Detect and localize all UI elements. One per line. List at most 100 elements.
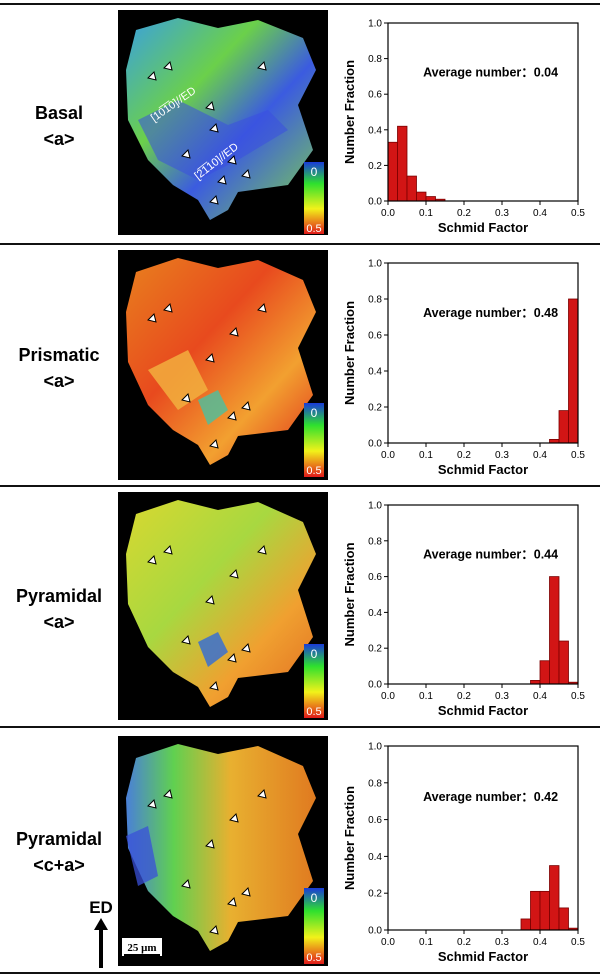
plot-frame — [387, 262, 579, 444]
row-divider — [0, 726, 600, 728]
y-tick-label: 0.6 — [368, 815, 382, 826]
y-tick-label: 0.6 — [368, 572, 382, 583]
ed-label: ED — [89, 898, 113, 917]
schmid-factor-map: 0 0.5 — [118, 250, 328, 480]
x-tick-label: 0.4 — [533, 208, 547, 219]
y-tick-label: 1.0 — [368, 501, 382, 512]
slip-system-direction: <c+a> — [33, 855, 85, 875]
x-tick-label: 0.4 — [533, 937, 547, 948]
y-tick-label: 0.0 — [368, 197, 382, 208]
schmid-factor-map: 25 μm 0 0.5 — [118, 736, 328, 966]
colorbar — [304, 162, 324, 234]
y-tick-label: 0.4 — [368, 608, 382, 619]
x-tick-label: 0.1 — [419, 691, 433, 702]
y-axis-label: Number Fraction — [342, 786, 357, 890]
x-tick-label: 0.0 — [381, 691, 395, 702]
y-tick-label: 0.8 — [368, 54, 382, 65]
x-tick-label: 0.5 — [571, 450, 585, 461]
plot-frame — [387, 745, 579, 931]
x-tick-label: 0.2 — [457, 937, 471, 948]
y-tick-label: 0.0 — [368, 926, 382, 937]
histogram-bar — [549, 865, 560, 931]
colorbar — [304, 403, 324, 477]
y-tick-label: 0.4 — [368, 852, 382, 863]
colorbar-top-label: 0 — [311, 891, 318, 905]
y-tick-label: 0.0 — [368, 680, 382, 691]
colorbar-top-label: 0 — [311, 165, 318, 179]
slip-system-name: Pyramidal — [15, 829, 103, 849]
histogram-bar — [539, 660, 550, 685]
x-tick-label: 0.2 — [457, 691, 471, 702]
histogram-chart: 0.0 0.1 0.2 0.3 0.4 0.5 0.0 0.2 0.4 0.6 0.8 1.0 Schm… — [330, 728, 600, 972]
x-tick-label: 0.2 — [457, 208, 471, 219]
schmid-factor-map: [10̅1̅0]//ED [2̅1̅10]//ED 0 0.5 — [118, 10, 328, 235]
plot-frame — [387, 504, 579, 685]
x-tick-label: 0.0 — [381, 937, 395, 948]
histogram-bar — [558, 907, 569, 931]
map-arrows — [147, 789, 267, 935]
map-arrows — [147, 61, 267, 205]
histogram-bar — [558, 640, 569, 685]
colorbar-bottom-label: 0.5 — [306, 465, 321, 477]
scale-bar-box — [122, 938, 162, 956]
y-axis-label: Number Fraction — [342, 60, 357, 164]
slip-system-label: Pyramidal <c+a> — [0, 826, 118, 878]
x-axis-label: Schmid Factor — [438, 949, 528, 964]
histogram-bar — [397, 125, 408, 202]
histogram-chart: 0.0 0.1 0.2 0.3 0.4 0.5 0.0 0.2 0.4 0.6 0.8 1.0 Schm… — [330, 245, 600, 485]
histogram-bar — [406, 175, 417, 202]
y-tick-label: 0.2 — [368, 889, 382, 900]
row-divider — [0, 3, 600, 5]
x-tick-label: 0.0 — [381, 208, 395, 219]
row-divider — [0, 243, 600, 245]
x-tick-label: 0.5 — [571, 937, 585, 948]
histogram-bar — [416, 191, 427, 202]
colorbar-bottom-label: 0.5 — [306, 223, 321, 235]
y-tick-label: 0.4 — [368, 367, 382, 378]
histogram-bar — [425, 196, 436, 202]
slip-system-direction: <a> — [43, 612, 75, 632]
map-arrows — [147, 545, 267, 691]
histogram-bar — [520, 918, 531, 931]
colorbar-bottom-label: 0.5 — [306, 952, 321, 964]
histogram-bar — [539, 890, 550, 931]
x-axis-label: Schmid Factor — [438, 220, 528, 235]
y-tick-label: 0.0 — [368, 439, 382, 450]
schmid-factor-map: 0 0.5 — [118, 492, 328, 720]
x-axis-label: Schmid Factor — [438, 703, 528, 718]
y-tick-label: 0.8 — [368, 778, 382, 789]
x-tick-label: 0.2 — [457, 450, 471, 461]
colorbar-bottom-label: 0.5 — [306, 706, 321, 718]
x-tick-label: 0.1 — [419, 937, 433, 948]
slip-system-name: Prismatic — [18, 345, 100, 365]
colorbar — [304, 644, 324, 718]
ed-arrow-icon — [94, 918, 108, 968]
slip-system-label: Prismatic <a> — [0, 342, 118, 394]
colorbar — [304, 888, 324, 964]
slip-system-name: Basal — [34, 103, 84, 123]
x-tick-label: 0.0 — [381, 450, 395, 461]
x-tick-label: 0.3 — [495, 691, 509, 702]
x-tick-label: 0.5 — [571, 691, 585, 702]
plot-frame — [387, 22, 579, 202]
x-tick-label: 0.3 — [495, 208, 509, 219]
y-tick-label: 1.0 — [368, 259, 382, 270]
y-tick-label: 0.6 — [368, 90, 382, 101]
average-annotation: Average number：0.04 — [423, 65, 558, 79]
x-axis-label: Schmid Factor — [438, 462, 528, 477]
scale-bar-label: 25 μm — [127, 942, 156, 954]
x-tick-label: 0.5 — [571, 208, 585, 219]
x-tick-label: 0.3 — [495, 937, 509, 948]
row-pyramidal-ca: Pyramidal <c+a> 25 μm 0 0.5 0.0 0.1 0.2 0.3… — [0, 728, 600, 972]
histogram-bar — [549, 576, 560, 685]
histogram-bar — [568, 298, 579, 444]
y-tick-label: 0.2 — [368, 644, 382, 655]
colorbar-top-label: 0 — [311, 647, 318, 661]
row-divider — [0, 485, 600, 487]
slip-system-label: Basal <a> — [0, 100, 118, 152]
y-tick-label: 0.6 — [368, 331, 382, 342]
slip-system-label: Pyramidal <a> — [0, 583, 118, 635]
slip-system-name: Pyramidal — [15, 586, 103, 606]
y-tick-label: 0.2 — [368, 403, 382, 414]
slip-system-direction: <a> — [43, 371, 75, 391]
